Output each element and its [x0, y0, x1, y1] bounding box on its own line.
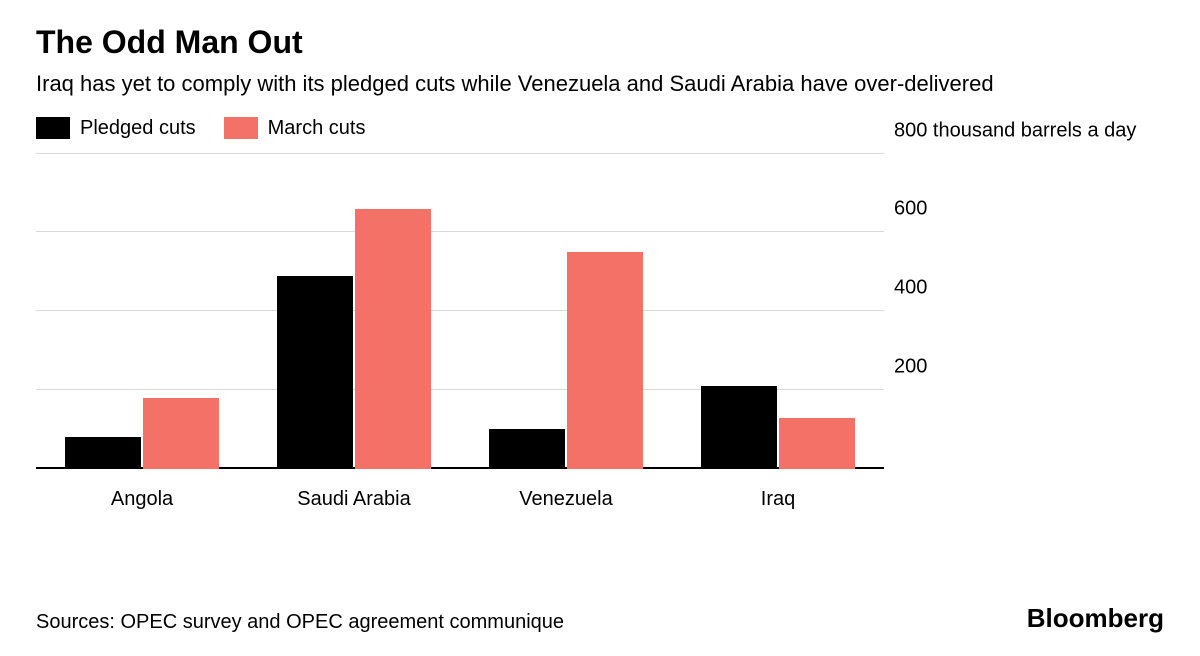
chart-title: The Odd Man Out — [36, 24, 1164, 61]
legend-item-march: March cuts — [224, 117, 366, 140]
chart-subtitle: Iraq has yet to comply with its pledged … — [36, 69, 1164, 99]
y-tick: 200 — [894, 355, 927, 378]
y-axis-unit: 800 thousand barrels a day — [894, 119, 1136, 142]
brand-logo: Bloomberg — [1027, 603, 1164, 634]
bar — [779, 418, 855, 469]
bar — [277, 276, 353, 469]
bar-group — [248, 154, 460, 469]
bar-group — [672, 154, 884, 469]
bar — [701, 386, 777, 469]
x-tick-label: Saudi Arabia — [248, 488, 460, 511]
x-tick-label: Iraq — [672, 488, 884, 511]
bar-groups — [36, 154, 884, 469]
bar — [355, 209, 431, 469]
y-tick: 400 — [894, 277, 927, 300]
bar — [143, 398, 219, 469]
bar — [567, 252, 643, 469]
y-axis-labels: 800 thousand barrels a day200400600 — [894, 154, 1164, 469]
y-tick: 600 — [894, 198, 927, 221]
x-tick-label: Angola — [36, 488, 248, 511]
legend-swatch-1 — [36, 117, 70, 139]
bar-group — [460, 154, 672, 469]
chart: 800 thousand barrels a day200400600 Ango… — [36, 154, 1164, 499]
legend-item-pledged: Pledged cuts — [36, 117, 196, 140]
bar — [65, 437, 141, 469]
plot-area — [36, 154, 884, 469]
legend-swatch-2 — [224, 117, 258, 139]
bar — [489, 429, 565, 468]
legend-label-1: Pledged cuts — [80, 117, 196, 140]
x-tick-label: Venezuela — [460, 488, 672, 511]
source-text: Sources: OPEC survey and OPEC agreement … — [36, 611, 564, 634]
legend-label-2: March cuts — [268, 117, 366, 140]
x-axis-labels: AngolaSaudi ArabiaVenezuelaIraq — [36, 488, 884, 511]
bar-group — [36, 154, 248, 469]
